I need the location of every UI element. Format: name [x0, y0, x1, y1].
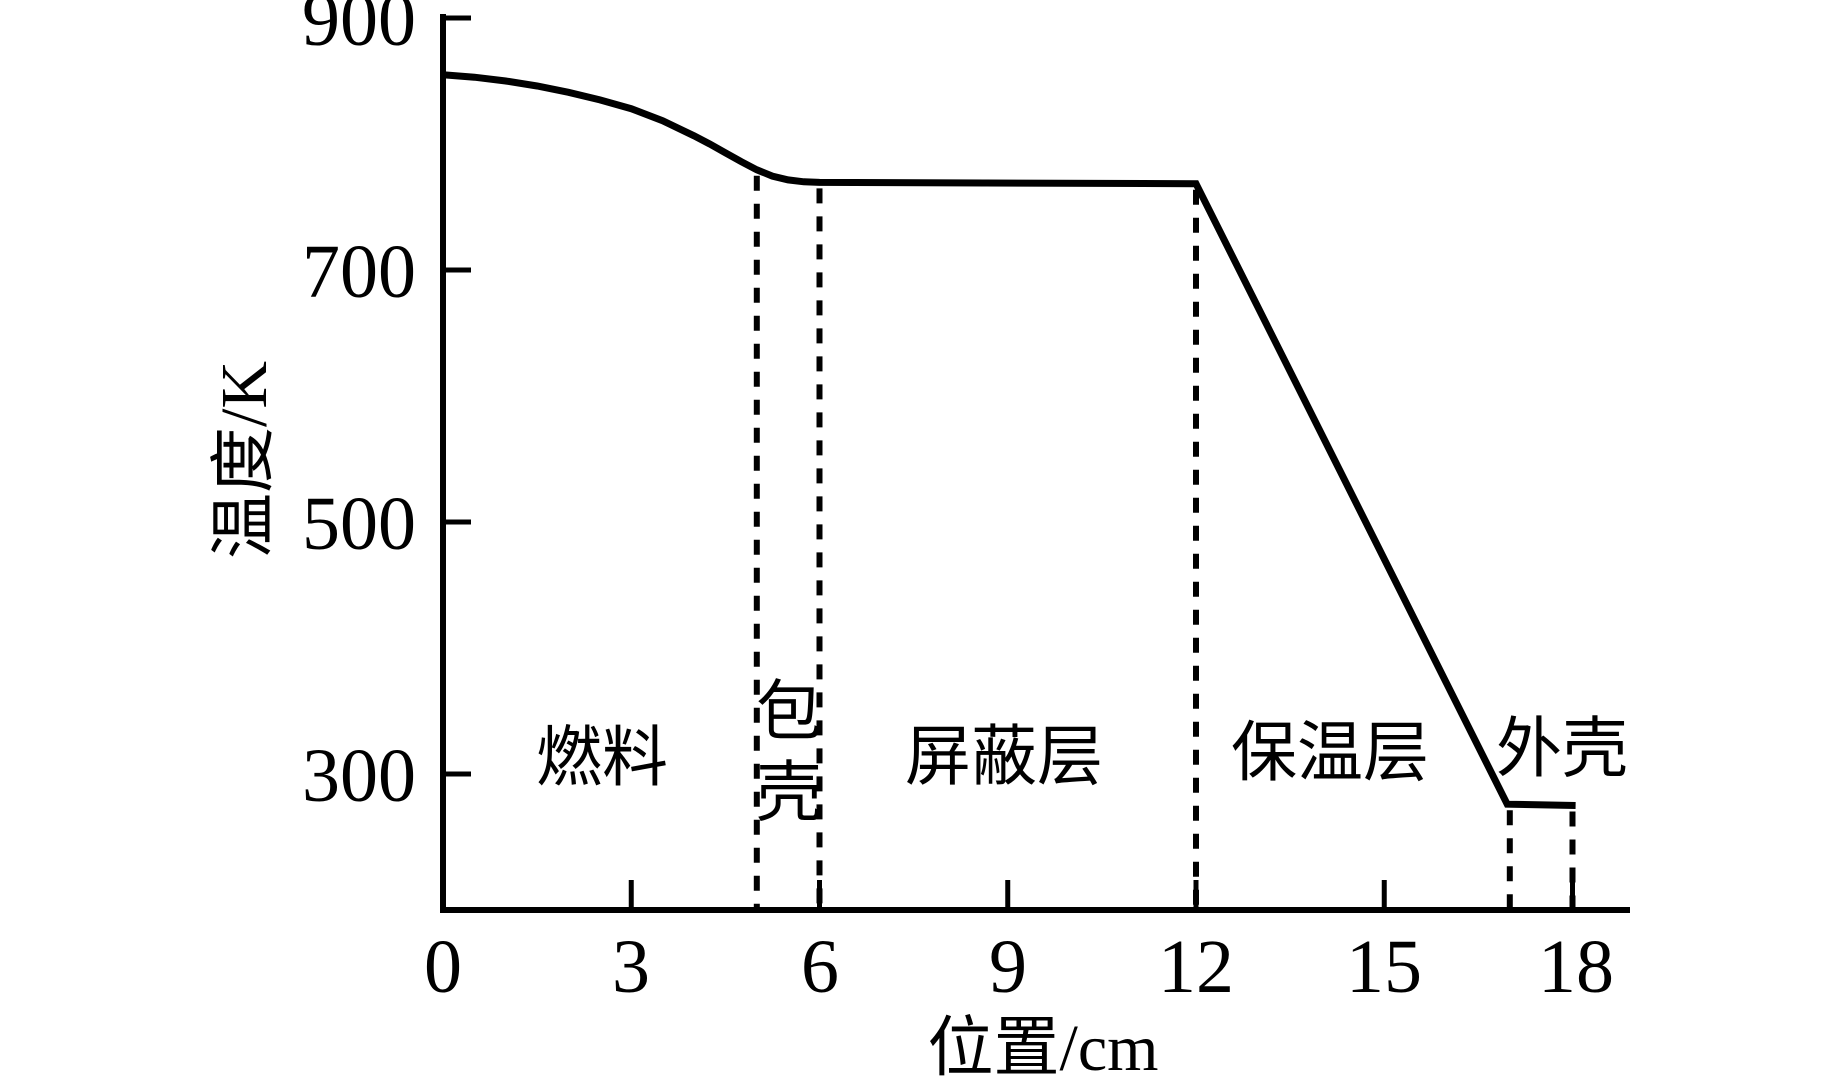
- region-boundary-lines: [753, 175, 1576, 908]
- y-tick-label-900: 900: [302, 0, 416, 62]
- y-tick-label-700: 700: [302, 230, 416, 314]
- x-tick-label-9: 9: [989, 925, 1027, 1009]
- y-tick-label-300: 300: [302, 734, 416, 818]
- x-tick-labels: 0 3 6 9 12 15 18: [424, 925, 1614, 1009]
- region-label-cladding: 包壳: [756, 676, 822, 830]
- region-labels: 燃料 包壳 屏蔽层 保温层 外壳: [536, 676, 1628, 830]
- region-label-fuel: 燃料: [536, 722, 668, 795]
- x-tick-label-0: 0: [424, 925, 462, 1009]
- x-tick-label-15: 15: [1346, 925, 1422, 1009]
- axes: [440, 14, 1630, 913]
- y-tick-labels: 900 700 500 300: [302, 0, 416, 818]
- x-tick-label-18: 18: [1538, 925, 1614, 1009]
- y-axis-title: 温度/K: [208, 361, 281, 559]
- x-tick-label-3: 3: [612, 925, 650, 1009]
- region-label-insulation: 保温层: [1231, 717, 1429, 790]
- x-tick-label-12: 12: [1158, 925, 1234, 1009]
- region-label-shield: 屏蔽层: [905, 721, 1103, 794]
- temperature-curve: [442, 71, 1576, 809]
- x-tick-label-6: 6: [801, 925, 839, 1009]
- y-tick-label-500: 500: [302, 482, 416, 566]
- x-axis-title: 位置/cm: [928, 1012, 1159, 1084]
- region-label-shell: 外壳: [1496, 713, 1628, 786]
